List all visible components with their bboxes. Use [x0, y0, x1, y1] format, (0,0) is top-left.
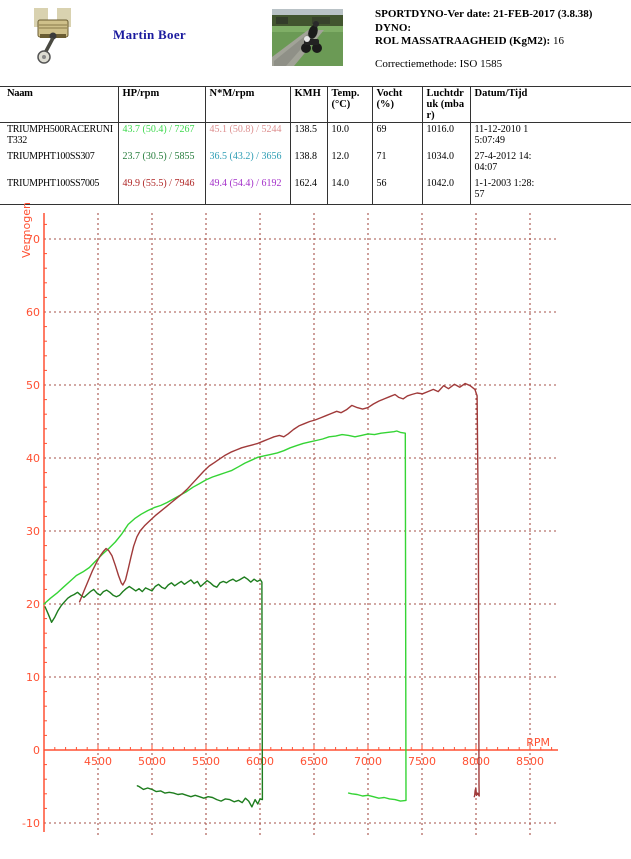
column-header: Naam: [7, 88, 33, 99]
y-tick-label: 60: [26, 306, 40, 319]
column-header-filler: [538, 87, 631, 123]
cell-temp: 12.0: [326, 150, 372, 177]
table-row: TRIUMPHT100SS307 23.7 (30.5) / 5855 36.5 (…: [0, 150, 631, 177]
x-tick-label: 7500: [408, 755, 436, 768]
table-row: TRIUMPH500RACERUNIT332 43.7 (50.4) / 7267…: [0, 122, 631, 151]
column-header: N*M/rpm: [204, 86, 290, 123]
axes: [43, 213, 558, 832]
column-header: Luchtdruk (mbar): [421, 86, 470, 123]
y-tick-label: 30: [26, 525, 40, 538]
cell-datum: 1-1-2003 1:28:57: [469, 177, 538, 205]
cell-hp-rpm: 49.9 (55.5) / 7946: [117, 177, 205, 205]
x-tick-label: 5000: [138, 755, 166, 768]
inertia-line: ROL MASSATRAAGHEID (KgM2): 16: [375, 35, 631, 49]
owner-name: Martin Boer: [113, 27, 186, 42]
cell-nm-rpm: 49.4 (54.4) / 6192: [204, 177, 290, 205]
y-tick-label: 70: [26, 233, 40, 246]
y-tick-label: 40: [26, 452, 40, 465]
x-tick-label: 4500: [84, 755, 112, 768]
y-tick-label: 20: [26, 598, 40, 611]
x-tick-label: 5500: [192, 755, 220, 768]
cell-luchtdruk: 1016.0: [421, 122, 470, 150]
cell-datum: 11-12-2010 15:07:49: [469, 122, 538, 150]
column-header: Temp. (°C): [326, 86, 372, 123]
y-axis-title: Vermogen: [20, 202, 33, 258]
y-tick-label: -10: [22, 817, 40, 830]
y-tick-label: 10: [26, 671, 40, 684]
gridlines: [44, 213, 556, 835]
x-tick-label: 8500: [516, 755, 544, 768]
x-tick-label: 6500: [300, 755, 328, 768]
cell-hp-rpm: 43.7 (50.4) / 7267: [117, 122, 205, 150]
cell-naam: TRIUMPHT100SS7005: [7, 178, 100, 189]
table-header-row: Naam HP/rpm N*M/rpm KMH Temp. (°C) Vocht (%) L…: [0, 86, 631, 123]
column-header: KMH: [289, 86, 327, 123]
cell-nm-rpm: 36.5 (43.2) / 3656: [204, 150, 290, 177]
cell-naam: TRIUMPH500RACERUNIT332: [7, 124, 113, 146]
y-tick-label: 0: [33, 744, 40, 757]
cell-vocht: 69: [371, 122, 422, 150]
cell-kmh: 138.5: [289, 122, 327, 150]
column-header: Vocht (%): [371, 86, 422, 123]
dyno-label: DYNO:: [375, 21, 412, 34]
dyno-chart: -10 0 10 20 30 40 50 60 70 4500 5000 5500 6000 6500 70…: [20, 202, 558, 835]
power-curve-2: [44, 576, 264, 808]
y-tick-label: 50: [26, 379, 40, 392]
cell-kmh: 162.4: [289, 177, 327, 205]
x-tick-label: 8000: [462, 755, 490, 768]
column-header: HP/rpm: [117, 86, 205, 123]
cell-temp: 10.0: [326, 122, 372, 150]
cell-luchtdruk: 1034.0: [421, 150, 470, 177]
x-tick-label: 7000: [354, 755, 382, 768]
power-curve-1: [43, 430, 407, 802]
x-tick-label: 6000: [246, 755, 274, 768]
cell-nm-rpm: 45.1 (50.8) / 5244: [204, 122, 290, 150]
cell-kmh: 138.8: [289, 150, 327, 177]
piston-logo: [34, 8, 71, 64]
report-info: SPORTDYNO-Ver date: 21-FEB-2017 (3.8.38)…: [375, 8, 631, 71]
x-axis-title: RPM: [526, 736, 550, 749]
cell-hp-rpm: 23.7 (30.5) / 5855: [117, 150, 205, 177]
cell-vocht: 56: [371, 177, 422, 205]
cell-temp: 14.0: [326, 177, 372, 205]
cell-datum: 27-4-2012 14:04:07: [469, 150, 538, 177]
column-header: Datum/Tijd: [469, 86, 538, 123]
cell-naam: TRIUMPHT100SS307: [7, 151, 95, 162]
runs-table: Naam HP/rpm N*M/rpm KMH Temp. (°C) Vocht (%) L…: [0, 86, 631, 205]
axis-labels: -10 0 10 20 30 40 50 60 70 4500 5000 5500 6000 6500 70…: [20, 202, 550, 830]
inertia-value: 16: [552, 35, 564, 47]
power-curve-3: [78, 382, 480, 798]
inertia-label: ROL MASSATRAAGHEID (KgM2):: [375, 35, 551, 47]
cell-luchtdruk: 1042.0: [421, 177, 470, 205]
cell-filler: [538, 150, 631, 177]
cell-filler: [538, 123, 631, 151]
app-version: SPORTDYNO-Ver date: 21-FEB-2017 (3.8.38): [375, 8, 593, 20]
cell-vocht: 71: [371, 150, 422, 177]
correction-method: Correctiemethode: ISO 1585: [375, 57, 503, 70]
motorcycle-photo: [272, 9, 343, 66]
table-row: TRIUMPHT100SS7005 49.9 (55.5) / 7946 49.4 …: [0, 177, 631, 205]
